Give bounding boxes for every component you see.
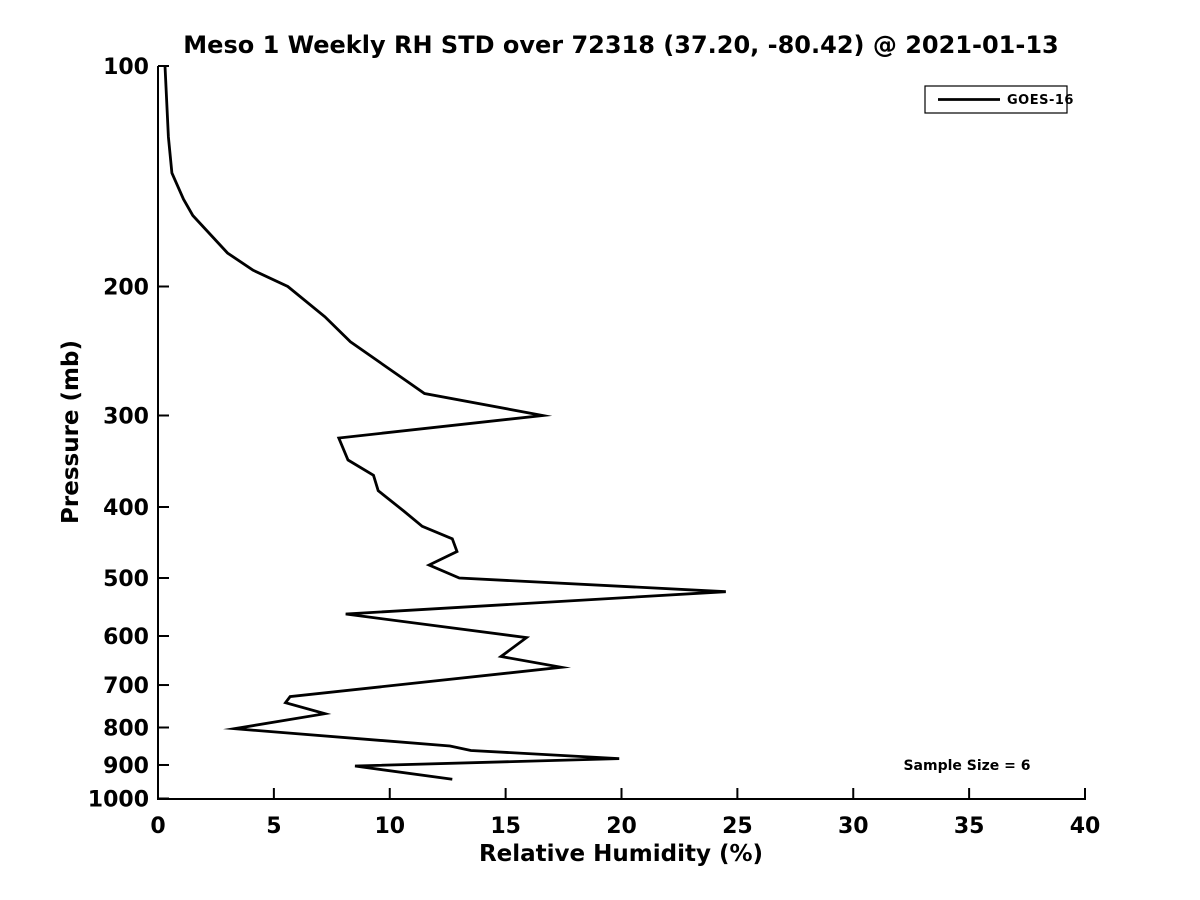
x-axis-label: Relative Humidity (%) bbox=[479, 841, 763, 867]
x-tick-label: 20 bbox=[606, 814, 637, 839]
y-tick-label: 600 bbox=[103, 625, 149, 650]
x-tick-label: 25 bbox=[722, 814, 753, 839]
y-axis-label: Pressure (mb) bbox=[58, 340, 84, 524]
y-tick-label: 1000 bbox=[88, 788, 149, 813]
y-tick-label: 900 bbox=[103, 754, 149, 779]
y-tick-label: 700 bbox=[103, 674, 149, 699]
y-tick-label: 500 bbox=[103, 567, 149, 592]
x-tick-label: 40 bbox=[1070, 814, 1101, 839]
sample-size-annotation: Sample Size = 6 bbox=[903, 758, 1030, 774]
x-tick-label: 30 bbox=[838, 814, 869, 839]
x-axis-ticks: 0 5 10 15 20 25 30 35 40 bbox=[150, 788, 1100, 839]
goes16-series-line bbox=[163, 65, 726, 781]
x-tick-label: 0 bbox=[150, 814, 165, 839]
legend-label: GOES-16 bbox=[1007, 93, 1074, 108]
x-tick-label: 35 bbox=[954, 814, 985, 839]
y-tick-label: 200 bbox=[103, 276, 149, 301]
chart-title: Meso 1 Weekly RH STD over 72318 (37.20, … bbox=[183, 31, 1058, 59]
y-axis-ticks: 100 200 300 400 500 600 700 800 900 1000 bbox=[88, 55, 169, 813]
y-tick-label: 100 bbox=[103, 55, 149, 80]
y-tick-label: 300 bbox=[103, 404, 149, 429]
y-tick-label: 400 bbox=[103, 496, 149, 521]
x-tick-label: 10 bbox=[374, 814, 405, 839]
y-tick-label: 800 bbox=[103, 717, 149, 742]
legend: GOES-16 bbox=[924, 85, 1074, 114]
x-tick-label: 5 bbox=[266, 814, 281, 839]
x-tick-label: 15 bbox=[490, 814, 521, 839]
